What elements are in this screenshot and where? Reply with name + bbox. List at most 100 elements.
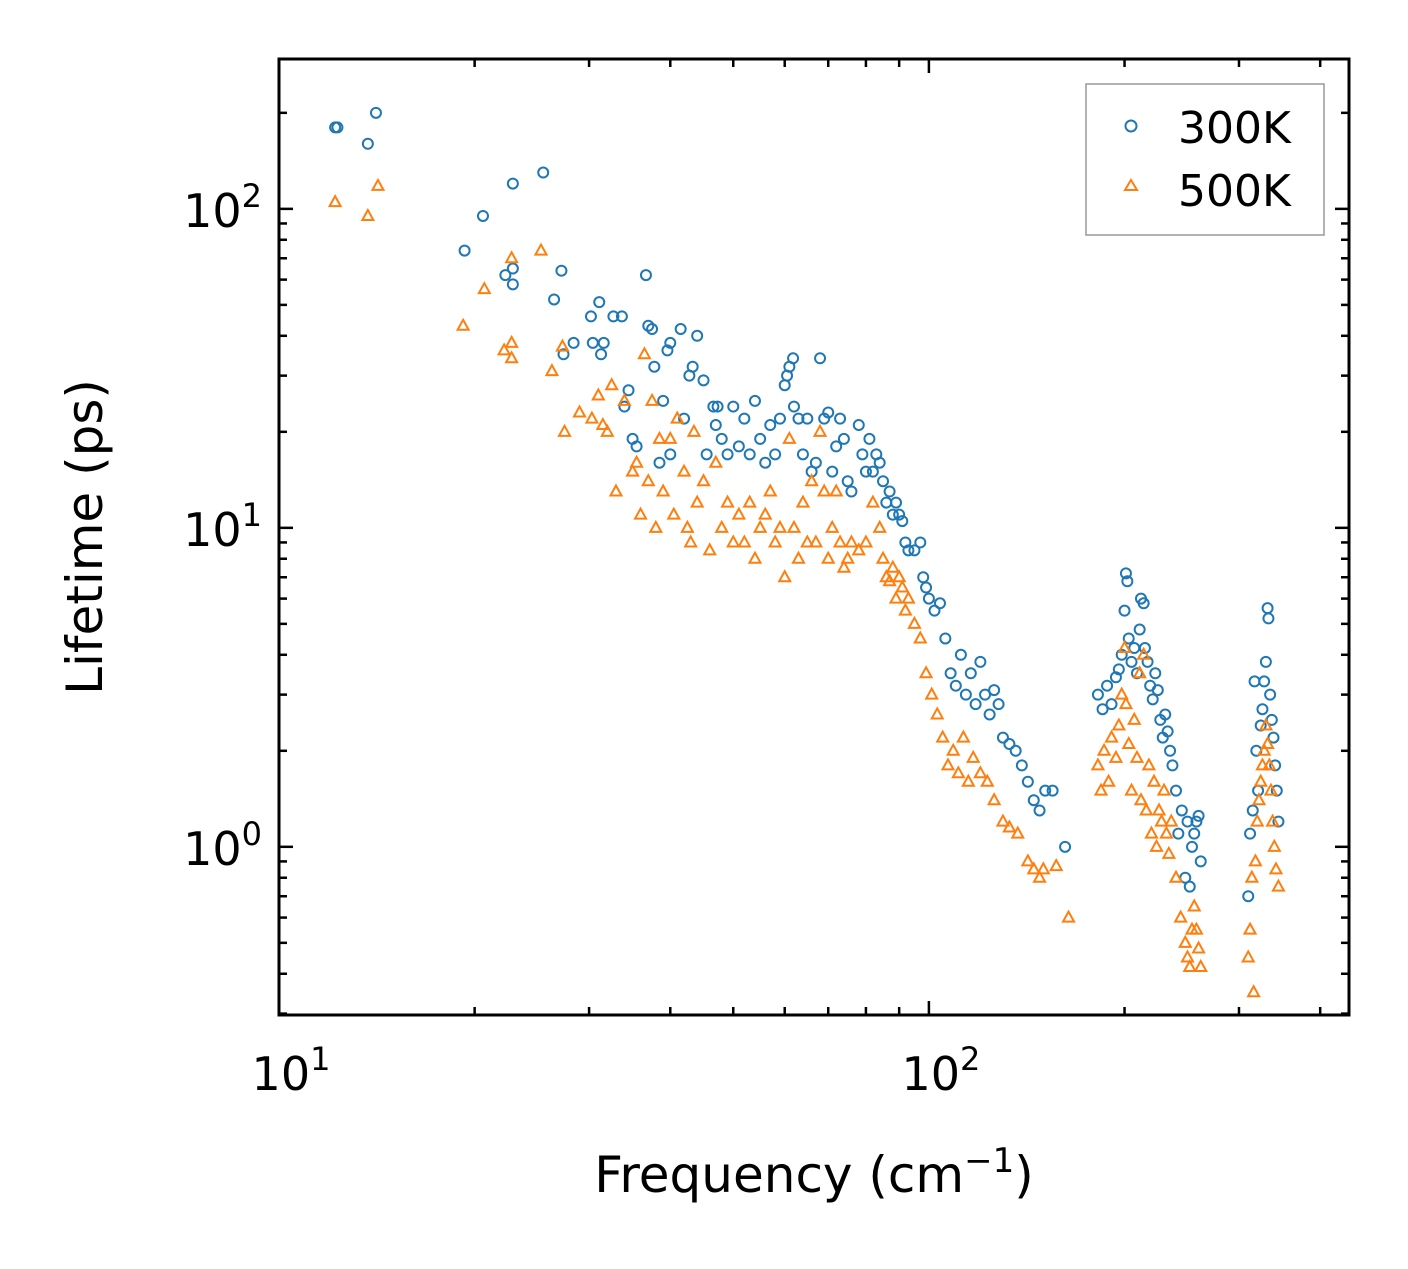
point-500k (1193, 958, 1208, 972)
axis-ticks: 101 102 100 101 102 (183, 59, 1349, 1101)
point-500k (930, 706, 945, 720)
y-tick-label: 102 (183, 177, 262, 238)
point-300k (920, 581, 933, 594)
point-500k (1244, 869, 1260, 883)
point-300k (902, 544, 915, 557)
point-300k (863, 432, 876, 445)
point-500k (655, 483, 671, 497)
point-300k (908, 544, 921, 557)
point-500k (591, 387, 606, 401)
legend: 300K 500K (1085, 83, 1325, 236)
data-marks (327, 106, 1286, 998)
point-300k (769, 448, 782, 461)
point-300k (607, 310, 620, 323)
point-300k (615, 310, 628, 323)
point-500k (1136, 646, 1151, 660)
point-500k (702, 542, 717, 556)
point-300k (1181, 815, 1194, 828)
point-300k (778, 379, 791, 392)
point-500k (995, 813, 1011, 827)
point-500k (1108, 749, 1124, 763)
point-300k (852, 419, 865, 432)
point-500k (1251, 792, 1267, 806)
point-500k (1149, 838, 1164, 852)
point-500k (1248, 853, 1263, 867)
point-300k (653, 456, 666, 469)
point-500k (504, 250, 519, 264)
point-300k (664, 336, 677, 349)
point-500k (737, 534, 752, 548)
point-500k (772, 519, 788, 533)
point-500k (800, 534, 815, 548)
point-500k (885, 559, 901, 573)
point-500k (966, 749, 981, 763)
point-300k (837, 432, 850, 445)
point-300k (548, 293, 561, 306)
point-500k (956, 729, 971, 743)
point-300k (974, 655, 987, 668)
point-300k (996, 731, 1009, 744)
point-500k (689, 494, 705, 508)
point-500k (840, 550, 855, 564)
point-300k (586, 336, 599, 349)
point-300k (622, 384, 635, 397)
point-500k (825, 519, 840, 533)
point-300k (1027, 794, 1040, 807)
x-axis-label: Frequency (cm−1) (594, 1141, 1034, 1204)
point-300k (1021, 775, 1034, 788)
point-300k (1172, 827, 1185, 840)
point-300k (1105, 698, 1118, 711)
point-300k (841, 475, 854, 488)
point-300k (1244, 827, 1257, 840)
point-500k (747, 550, 763, 564)
point-500k (1010, 825, 1025, 839)
point-300k (809, 456, 822, 469)
point-300k (983, 708, 996, 721)
point-300k (657, 394, 670, 407)
point-500k (1168, 869, 1184, 883)
point-500k (812, 423, 828, 437)
point-500k (742, 494, 757, 508)
legend-label-300k: 300K (1178, 103, 1292, 154)
point-500k (973, 765, 988, 779)
point-300k (506, 177, 519, 190)
point-500k (1268, 861, 1284, 875)
point-300k (954, 648, 967, 661)
point-300k (661, 344, 674, 357)
point-500k (652, 430, 667, 444)
point-500k (1049, 858, 1064, 872)
point-300k (1118, 604, 1131, 617)
point-500k (360, 207, 376, 221)
point-500k (1129, 749, 1145, 763)
point-300k (1149, 667, 1162, 680)
point-300k (1258, 675, 1271, 688)
point-300k (711, 400, 724, 413)
point-300k (914, 536, 927, 549)
point-500k (1271, 878, 1286, 892)
point-300k (1183, 880, 1196, 893)
point-500k (828, 483, 844, 497)
point-300k (796, 448, 809, 461)
point-300k (922, 592, 935, 605)
point-300k (1259, 655, 1272, 668)
point-300k (873, 456, 886, 469)
point-500k (600, 423, 615, 437)
point-500k (1189, 921, 1204, 935)
point-500k (1093, 782, 1109, 796)
point-500k (1256, 742, 1272, 756)
point-300k (715, 432, 728, 445)
point-500k (608, 483, 624, 497)
point-300k (727, 400, 740, 413)
point-300k (709, 419, 722, 432)
point-300k (691, 329, 704, 342)
point-500k (504, 350, 519, 364)
point-500k (1111, 717, 1127, 731)
point-500k (676, 463, 692, 477)
point-500k (1161, 845, 1177, 859)
point-300k (834, 412, 847, 425)
point-500k (696, 473, 711, 487)
point-500k (901, 590, 916, 604)
point-500k (644, 392, 660, 406)
point-500k (1139, 802, 1154, 816)
